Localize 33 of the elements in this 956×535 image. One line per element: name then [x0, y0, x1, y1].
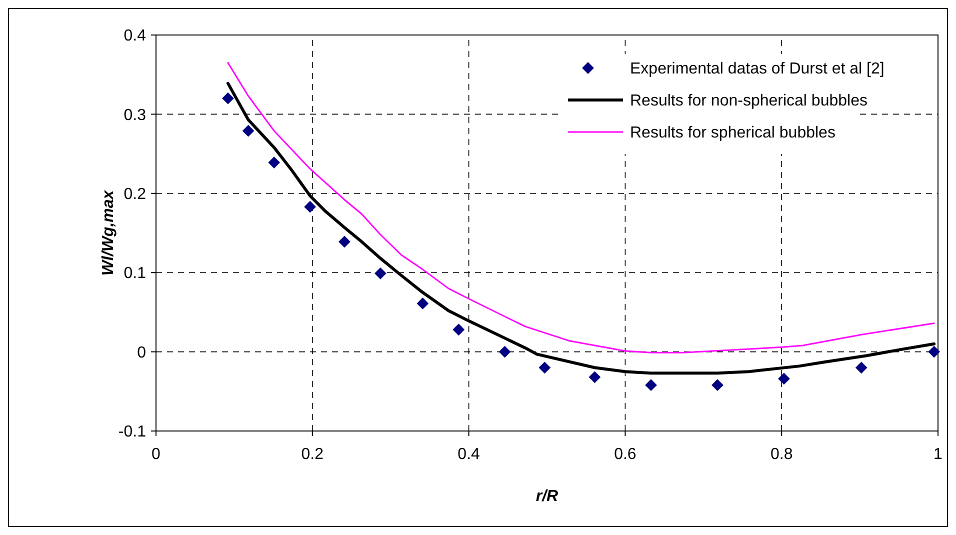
- legend-label: Results for spherical bubbles: [630, 124, 836, 142]
- y-tick-label: 0.4: [124, 28, 146, 45]
- x-tick-label: 1: [934, 446, 943, 463]
- x-tick-label: 0.4: [458, 446, 480, 463]
- point: [778, 372, 790, 385]
- point: [452, 324, 465, 336]
- x-tick-label: 0.6: [614, 446, 636, 463]
- point: [855, 362, 868, 374]
- point: [242, 124, 254, 137]
- legend-label: Experimental datas of Durst et al [2]: [630, 60, 884, 78]
- point: [304, 200, 316, 213]
- y-tick-label: 0.1: [124, 265, 146, 282]
- x-tick-label: 0.8: [770, 446, 793, 463]
- x-tick-label: 0: [152, 446, 161, 463]
- point: [374, 267, 386, 280]
- x-axis-title: r/R: [536, 488, 559, 505]
- x-tick-label: 0.2: [301, 446, 324, 463]
- y-tick-label: 0.3: [124, 106, 146, 124]
- point: [588, 371, 601, 384]
- point: [416, 298, 429, 310]
- y-tick-label: -0.1: [118, 424, 146, 441]
- point: [498, 346, 511, 358]
- point: [928, 346, 940, 358]
- point: [222, 92, 234, 104]
- y-axis-title: Wl/Wg,max: [100, 189, 117, 276]
- point: [338, 236, 350, 248]
- point: [538, 362, 551, 374]
- legend-label: Results for non-spherical bubbles: [630, 92, 868, 110]
- y-tick-label: 0: [137, 344, 146, 362]
- point: [712, 379, 724, 392]
- point: [645, 379, 657, 392]
- y-tick-label: 0.2: [124, 186, 146, 203]
- point: [268, 156, 280, 168]
